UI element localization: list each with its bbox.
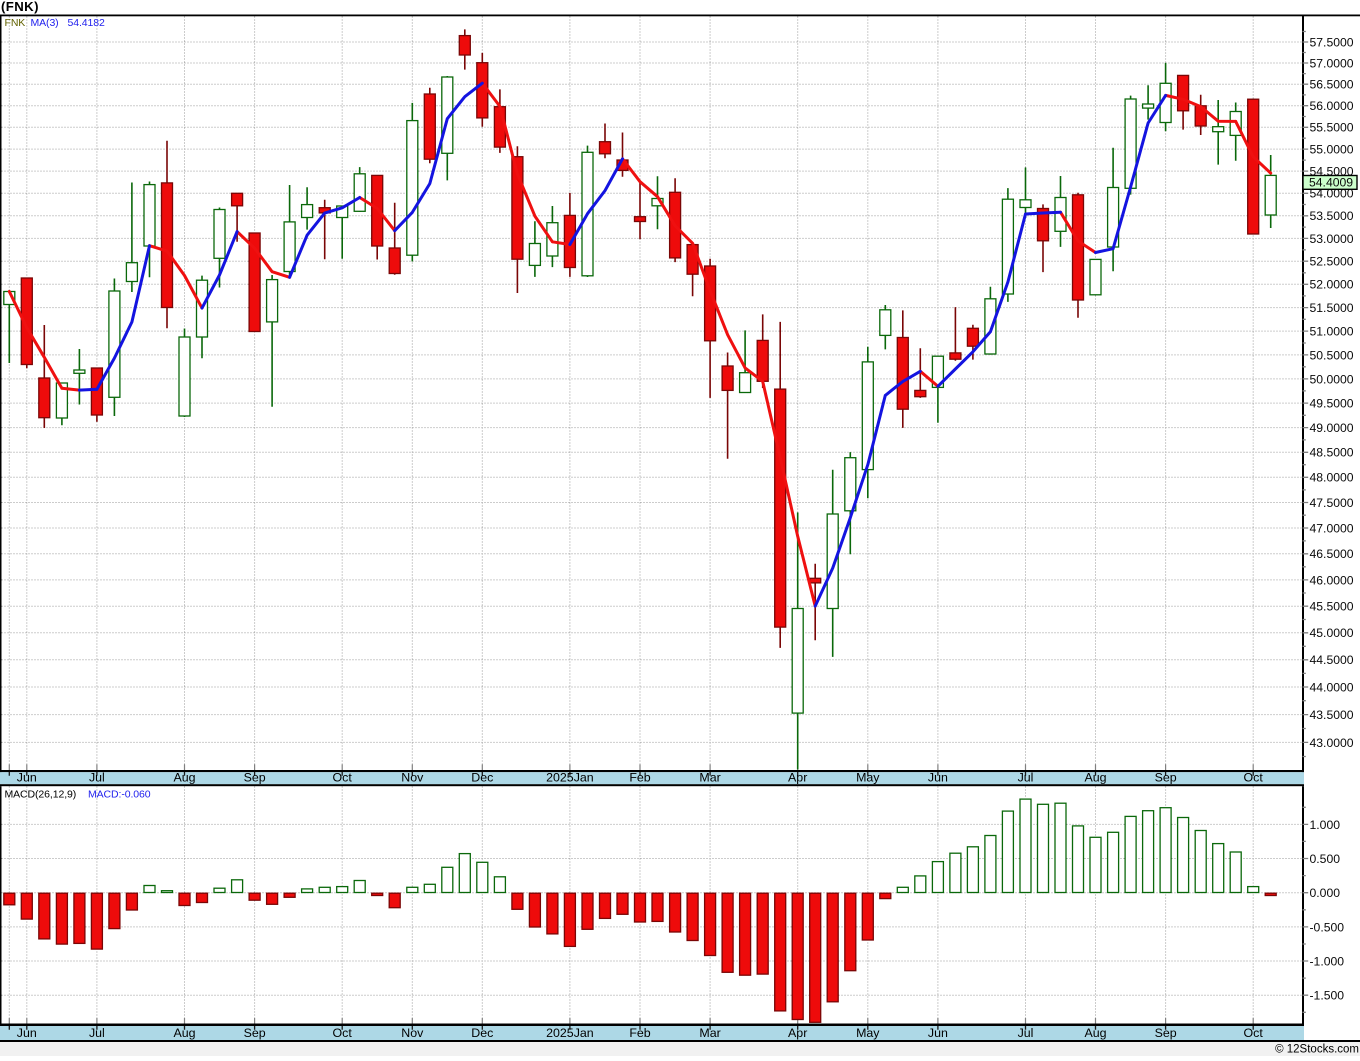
svg-text:54.4009: 54.4009 <box>1309 176 1353 190</box>
svg-text:45.5000: 45.5000 <box>1310 600 1354 614</box>
svg-text:-0.500: -0.500 <box>1310 920 1345 934</box>
svg-text:52.5000: 52.5000 <box>1310 255 1354 269</box>
svg-text:Aug: Aug <box>173 771 195 785</box>
svg-text:May: May <box>856 1026 880 1040</box>
svg-text:Mar: Mar <box>699 771 720 785</box>
svg-text:44.5000: 44.5000 <box>1310 653 1354 667</box>
svg-text:Aug: Aug <box>1084 1026 1106 1040</box>
svg-text:56.5000: 56.5000 <box>1310 78 1354 92</box>
svg-text:Sep: Sep <box>1155 771 1177 785</box>
svg-text:45.0000: 45.0000 <box>1310 626 1354 640</box>
svg-text:2025Jan: 2025Jan <box>546 771 594 785</box>
svg-text:Dec: Dec <box>471 1026 493 1040</box>
svg-text:-1.000: -1.000 <box>1310 954 1345 968</box>
svg-text:47.5000: 47.5000 <box>1310 496 1354 510</box>
svg-text:Aug: Aug <box>1084 771 1106 785</box>
svg-text:Apr: Apr <box>788 1026 807 1040</box>
svg-text:49.0000: 49.0000 <box>1310 421 1354 435</box>
svg-text:53.0000: 53.0000 <box>1310 232 1354 246</box>
svg-text:Oct: Oct <box>333 1026 353 1040</box>
svg-text:53.5000: 53.5000 <box>1310 209 1354 223</box>
svg-text:46.5000: 46.5000 <box>1310 547 1354 561</box>
svg-text:55.5000: 55.5000 <box>1310 121 1354 135</box>
svg-text:MACD(26,12,9): MACD(26,12,9) <box>5 789 77 801</box>
svg-text:54.4182: 54.4182 <box>68 17 106 29</box>
svg-text:Oct: Oct <box>1244 1026 1264 1040</box>
svg-text:46.0000: 46.0000 <box>1310 573 1354 587</box>
svg-text:1.000: 1.000 <box>1310 818 1341 832</box>
svg-text:54.0000: 54.0000 <box>1310 187 1354 201</box>
svg-text:57.5000: 57.5000 <box>1310 35 1354 49</box>
svg-text:56.0000: 56.0000 <box>1310 99 1354 113</box>
svg-text:(FNK): (FNK) <box>1 0 39 14</box>
svg-text:48.0000: 48.0000 <box>1310 471 1354 485</box>
svg-text:Feb: Feb <box>629 771 650 785</box>
svg-text:43.0000: 43.0000 <box>1310 736 1354 750</box>
svg-text:MACD:-0.060: MACD:-0.060 <box>88 789 151 801</box>
svg-text:Jun: Jun <box>17 771 37 785</box>
svg-text:Jul: Jul <box>89 1026 105 1040</box>
svg-text:Oct: Oct <box>333 771 353 785</box>
svg-text:Jun: Jun <box>928 1026 948 1040</box>
svg-text:0.000: 0.000 <box>1310 886 1341 900</box>
svg-text:48.5000: 48.5000 <box>1310 446 1354 460</box>
svg-text:50.0000: 50.0000 <box>1310 372 1354 386</box>
svg-text:Jul: Jul <box>1018 771 1034 785</box>
svg-text:2025Jan: 2025Jan <box>546 1026 594 1040</box>
svg-text:Dec: Dec <box>471 771 493 785</box>
svg-text:MA(3): MA(3) <box>31 17 59 29</box>
svg-text:Mar: Mar <box>699 1026 720 1040</box>
svg-text:Nov: Nov <box>401 771 424 785</box>
svg-text:51.5000: 51.5000 <box>1310 301 1354 315</box>
svg-text:Jul: Jul <box>89 771 105 785</box>
svg-text:Jul: Jul <box>1018 1026 1034 1040</box>
svg-text:FNK: FNK <box>5 17 26 29</box>
svg-text:Sep: Sep <box>244 1026 266 1040</box>
svg-text:44.0000: 44.0000 <box>1310 680 1354 694</box>
svg-text:51.0000: 51.0000 <box>1310 325 1354 339</box>
svg-text:0.500: 0.500 <box>1310 852 1341 866</box>
svg-text:Jun: Jun <box>17 1026 37 1040</box>
svg-text:Sep: Sep <box>244 771 266 785</box>
svg-text:Feb: Feb <box>629 1026 650 1040</box>
svg-text:Nov: Nov <box>401 1026 424 1040</box>
svg-text:© 12Stocks.com: © 12Stocks.com <box>1275 1044 1359 1056</box>
svg-text:52.0000: 52.0000 <box>1310 278 1354 292</box>
svg-text:Jun: Jun <box>928 771 948 785</box>
svg-text:55.0000: 55.0000 <box>1310 143 1354 157</box>
svg-text:Sep: Sep <box>1155 1026 1177 1040</box>
svg-text:May: May <box>856 771 880 785</box>
svg-text:Aug: Aug <box>173 1026 195 1040</box>
svg-text:-1.500: -1.500 <box>1310 989 1345 1003</box>
svg-text:49.5000: 49.5000 <box>1310 397 1354 411</box>
svg-text:57.0000: 57.0000 <box>1310 56 1354 70</box>
svg-text:47.0000: 47.0000 <box>1310 521 1354 535</box>
svg-text:43.5000: 43.5000 <box>1310 708 1354 722</box>
svg-text:50.5000: 50.5000 <box>1310 348 1354 362</box>
svg-text:Oct: Oct <box>1244 771 1264 785</box>
svg-text:Apr: Apr <box>788 771 807 785</box>
